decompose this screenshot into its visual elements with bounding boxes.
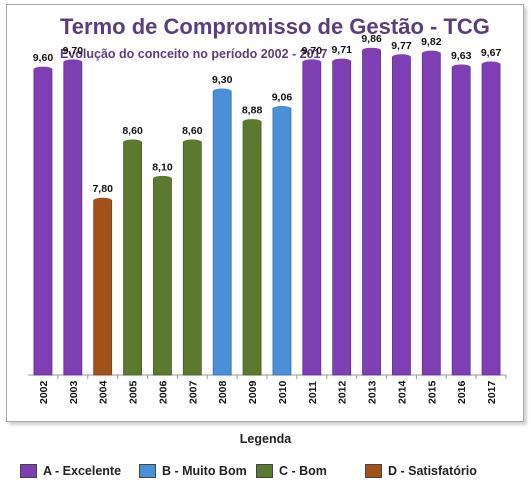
value-label-2004: 7,80	[92, 183, 113, 195]
bar-cap-2017	[482, 61, 501, 67]
legend-label-satisfatorio: D - Satisfatório	[388, 464, 477, 478]
value-label-2012: 9,71	[331, 44, 352, 56]
bar-2014	[392, 56, 411, 376]
bar-2012	[332, 60, 352, 376]
value-label-2006: 8,10	[152, 161, 173, 173]
x-tick-label-2004: 2004	[98, 380, 110, 404]
bar-2004	[93, 199, 113, 376]
value-label-2013: 9,86	[361, 33, 382, 45]
x-tick-label-2005: 2005	[128, 380, 140, 404]
bar-cap-2016	[452, 64, 471, 70]
legend-label-muito-bom: B - Muito Bom	[162, 464, 247, 478]
x-tick-label-2006: 2006	[157, 380, 169, 404]
bar-2003	[63, 61, 83, 376]
legend-item-excelente: A - Excelente	[20, 464, 121, 478]
value-label-2007: 8,60	[182, 125, 203, 137]
value-label-2017: 9,67	[481, 47, 502, 59]
bar-2013	[362, 49, 381, 376]
x-tick-label-2011: 2011	[307, 381, 319, 404]
bar-cap-2006	[153, 175, 172, 181]
bar-2006	[153, 177, 172, 376]
bar-2016	[451, 66, 471, 376]
bar-cap-2005	[123, 139, 142, 145]
legend-title: Legenda	[239, 432, 292, 446]
bar-2005	[123, 141, 142, 376]
bar-2011	[302, 61, 322, 376]
bar-2017	[481, 63, 501, 376]
legend: A - Excelente B - Muito Bom C - Bom D - …	[20, 464, 520, 484]
bar-cap-2007	[183, 139, 202, 145]
bar-2002	[33, 68, 53, 376]
bar-2008	[212, 90, 232, 376]
legend-swatch-satisfatorio	[365, 464, 382, 478]
bar-cap-2013	[362, 47, 381, 53]
x-tick-label-2015: 2015	[426, 380, 438, 404]
bar-2015	[421, 52, 441, 376]
x-tick-label-2007: 2007	[187, 380, 199, 404]
x-tick-label-2012: 2012	[337, 380, 349, 404]
value-label-2005: 8,60	[122, 125, 143, 137]
chart-title: Termo de Compromisso de Gestão - TCG	[60, 14, 490, 39]
bar-cap-2003	[63, 59, 82, 65]
value-label-2014: 9,77	[391, 40, 412, 52]
legend-swatch-excelente	[20, 464, 37, 478]
value-label-2008: 9,30	[212, 74, 233, 86]
legend-item-bom: C - Bom	[256, 464, 327, 478]
bar-cap-2009	[243, 119, 262, 125]
x-tick-label-2008: 2008	[217, 380, 229, 404]
bar-cap-2012	[332, 58, 351, 64]
bar-cap-2010	[272, 105, 291, 111]
legend-label-excelente: A - Excelente	[43, 464, 122, 478]
value-label-2010: 9,06	[272, 91, 293, 103]
value-label-2011: 9,70	[302, 45, 323, 57]
x-tick-label-2016: 2016	[456, 380, 468, 404]
bar-cap-2008	[213, 88, 232, 94]
value-label-2009: 8,88	[242, 105, 263, 117]
bar-cap-2004	[93, 197, 112, 203]
legend-label-bom: C - Bom	[279, 464, 327, 478]
legend-swatch-muito-bom	[139, 464, 156, 478]
bar-cap-2002	[33, 66, 52, 72]
value-label-2003: 9,70	[63, 45, 84, 57]
x-tick-label-2003: 2003	[68, 380, 80, 404]
value-label-2015: 9,82	[421, 36, 442, 48]
chart-subtitle: Evolução do conceito no período 2002 - 2…	[60, 47, 328, 61]
x-tick-label-2010: 2010	[277, 380, 289, 404]
x-tick-label-2002: 2002	[38, 380, 50, 404]
bar-cap-2015	[422, 50, 441, 56]
bar-chart: 9,60 2002 9,70 2003 7,80 2004 8,60 2005 8,10 2006…	[28, 33, 507, 404]
bar-2007	[182, 141, 202, 376]
bar-cap-2014	[392, 54, 411, 60]
x-tick-label-2013: 2013	[367, 380, 379, 404]
legend-item-muito-bom: B - Muito Bom	[139, 464, 247, 478]
legend-item-satisfatorio: D - Satisfatório	[365, 464, 477, 478]
bar-cap-2011	[302, 59, 321, 65]
x-tick-label-2017: 2017	[486, 380, 498, 404]
legend-swatch-bom	[256, 464, 273, 478]
value-label-2016: 9,63	[451, 50, 472, 62]
bar-2009	[242, 121, 262, 376]
value-label-2002: 9,60	[33, 52, 54, 64]
bar-2010	[272, 108, 292, 376]
x-tick-label-2009: 2009	[247, 380, 259, 404]
x-tick-label-2014: 2014	[396, 380, 408, 404]
